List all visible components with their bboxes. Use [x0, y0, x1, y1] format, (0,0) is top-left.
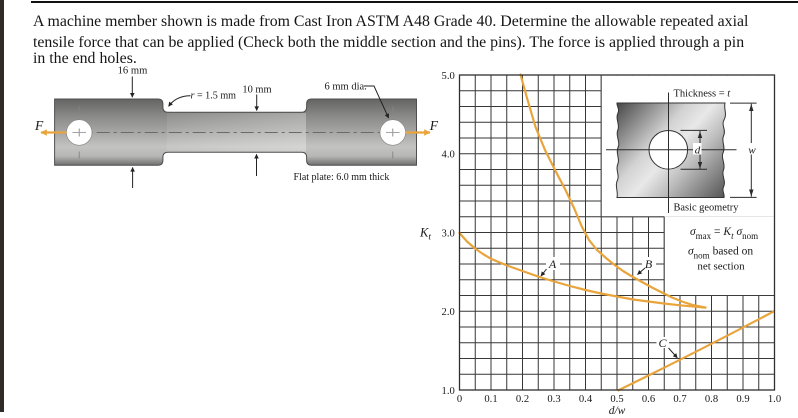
- svg-text:0.8: 0.8: [705, 394, 718, 405]
- svg-text:1.0: 1.0: [442, 386, 455, 397]
- svg-text:0: 0: [457, 394, 462, 405]
- svg-text:6 mm dia.: 6 mm dia.: [325, 82, 367, 93]
- svg-text:Flat plate: 6.0 mm thick: Flat plate: 6.0 mm thick: [294, 172, 390, 183]
- svg-text:σmax = Kt σnom: σmax = Kt σnom: [690, 226, 758, 241]
- svg-text:0.3: 0.3: [547, 394, 560, 405]
- svg-text:σnom based on: σnom based on: [688, 246, 753, 261]
- svg-text:Thickness = t: Thickness = t: [674, 89, 732, 100]
- svg-text:10 mm: 10 mm: [242, 84, 271, 95]
- svg-text:r = 1.5 mm: r = 1.5 mm: [191, 91, 237, 102]
- svg-text:F: F: [34, 118, 44, 133]
- svg-text:w: w: [748, 145, 756, 157]
- svg-text:A: A: [548, 257, 557, 271]
- svg-text:B: B: [645, 257, 653, 271]
- svg-text:d/w: d/w: [609, 405, 626, 417]
- svg-text:0.1: 0.1: [484, 394, 497, 405]
- svg-text:3.0: 3.0: [442, 228, 455, 239]
- svg-text:Basic geometry: Basic geometry: [674, 203, 740, 214]
- svg-text:2.0: 2.0: [442, 307, 455, 318]
- svg-text:Kt: Kt: [419, 225, 431, 242]
- svg-text:0.7: 0.7: [673, 394, 686, 405]
- svg-text:0.4: 0.4: [579, 394, 593, 405]
- svg-text:4.0: 4.0: [442, 150, 455, 161]
- svg-text:5.0: 5.0: [442, 71, 455, 82]
- svg-text:1.0: 1.0: [768, 394, 781, 405]
- svg-text:d: d: [695, 145, 701, 157]
- svg-text:16 mm: 16 mm: [118, 66, 148, 77]
- svg-text:F: F: [429, 118, 439, 133]
- svg-text:net section: net section: [697, 261, 745, 273]
- svg-text:0.6: 0.6: [642, 394, 655, 405]
- svg-text:0.5: 0.5: [610, 394, 623, 405]
- svg-text:0.2: 0.2: [516, 394, 529, 405]
- svg-text:0.9: 0.9: [736, 394, 749, 405]
- svg-text:C: C: [658, 336, 667, 350]
